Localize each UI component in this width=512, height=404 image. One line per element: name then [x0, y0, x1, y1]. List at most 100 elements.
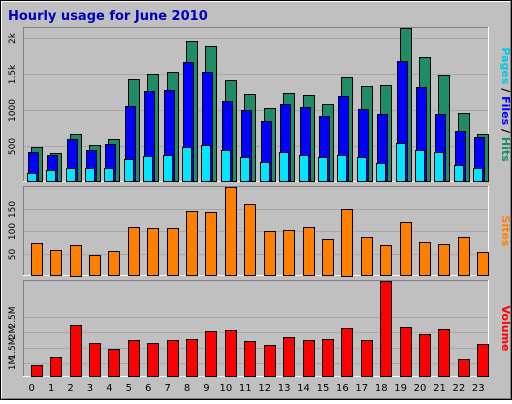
y-tick-label: 500	[8, 138, 18, 155]
bar-volume-8	[186, 339, 198, 377]
bar-pages-2	[66, 168, 76, 182]
bar-sites-2	[70, 245, 82, 277]
bar-sites-12	[264, 231, 276, 276]
x-tick-label: 14	[297, 383, 310, 394]
bar-sites-11	[244, 204, 256, 276]
bar-volume-3	[89, 343, 101, 377]
bar-pages-11	[240, 157, 250, 182]
bar-pages-10	[221, 150, 231, 182]
bar-sites-3	[89, 255, 101, 276]
bar-volume-1	[50, 357, 62, 377]
bar-pages-5	[124, 159, 134, 182]
y-axis-label-part: Hits	[499, 137, 512, 162]
y-tick-label: 150	[8, 201, 18, 218]
bar-volume-4	[108, 349, 120, 377]
bar-sites-4	[108, 251, 120, 276]
bar-pages-15	[318, 157, 328, 182]
bar-pages-16	[337, 155, 347, 182]
y-axis-label-volume: Volume	[499, 306, 512, 352]
bar-volume-16	[341, 328, 353, 377]
y-tick-label: 1000	[8, 99, 18, 122]
bar-volume-12	[264, 345, 276, 377]
x-tick-label: 6	[145, 383, 151, 394]
bar-sites-22	[458, 237, 470, 276]
x-tick-label: 4	[106, 383, 112, 394]
y-axis-label-part: /	[499, 84, 512, 96]
bar-sites-13	[283, 230, 295, 276]
x-tick-label: 8	[184, 383, 190, 394]
x-tick-label: 7	[164, 383, 170, 394]
bar-volume-7	[167, 340, 179, 377]
x-tick-label: 20	[414, 383, 427, 394]
bar-sites-1	[50, 250, 62, 276]
bar-sites-17	[361, 237, 373, 276]
bar-sites-18	[380, 245, 392, 276]
bar-volume-18	[380, 281, 392, 377]
bar-sites-5	[128, 227, 140, 276]
x-tick-label: 1	[48, 383, 54, 394]
bar-pages-0	[27, 173, 37, 182]
bar-volume-20	[419, 334, 431, 377]
bar-volume-9	[205, 331, 217, 377]
bar-volume-17	[361, 340, 373, 377]
bar-pages-7	[163, 155, 173, 182]
y-tick-label: 2M	[8, 326, 18, 340]
bar-pages-6	[143, 156, 153, 182]
x-tick-label: 18	[375, 383, 388, 394]
bar-sites-20	[419, 242, 431, 276]
x-tick-label: 19	[394, 383, 407, 394]
y-axis-label-hits-files-pages: Pages / Files / Hits	[499, 47, 512, 162]
x-tick-label: 17	[355, 383, 368, 394]
bar-pages-23	[473, 168, 483, 182]
y-axis-label-sites: Sites	[499, 216, 512, 247]
y-tick-label: 1.5M	[8, 337, 18, 359]
bar-sites-7	[167, 228, 179, 276]
bar-sites-23	[477, 252, 489, 276]
bar-pages-3	[85, 168, 95, 182]
y-axis-label-part: /	[499, 125, 512, 137]
bar-sites-0	[31, 243, 43, 276]
y-tick-label: 2.5M	[8, 306, 18, 328]
x-tick-label: 21	[433, 383, 446, 394]
x-tick-label: 22	[453, 383, 466, 394]
bar-pages-18	[376, 163, 386, 182]
bar-sites-9	[205, 212, 217, 276]
bar-pages-4	[104, 168, 114, 182]
bar-volume-5	[128, 340, 140, 377]
bar-pages-22	[454, 165, 464, 182]
y-tick-label: 50	[8, 249, 18, 261]
bar-sites-15	[322, 239, 334, 276]
bar-sites-19	[400, 222, 412, 276]
y-axis-label-part: Files	[499, 96, 512, 126]
bar-sites-6	[147, 228, 159, 276]
x-tick-label: 9	[203, 383, 209, 394]
x-tick-label: 3	[87, 383, 93, 394]
bar-volume-10	[225, 330, 237, 377]
bar-pages-9	[201, 145, 211, 182]
x-tick-label: 23	[472, 383, 485, 394]
bar-volume-15	[322, 339, 334, 377]
x-tick-label: 15	[317, 383, 330, 394]
bar-pages-21	[434, 152, 444, 182]
bar-volume-14	[303, 340, 315, 377]
x-tick-label: 2	[67, 383, 73, 394]
bar-pages-12	[260, 162, 270, 182]
bar-pages-17	[357, 157, 367, 182]
bar-volume-19	[400, 327, 412, 377]
y-axis-label-part: Pages	[499, 47, 512, 85]
x-tick-label: 16	[336, 383, 349, 394]
bar-volume-0	[31, 365, 43, 377]
bar-volume-11	[244, 341, 256, 377]
x-tick-label: 10	[220, 383, 233, 394]
bar-volume-21	[438, 329, 450, 377]
chart-title: Hourly usage for June 2010	[8, 9, 208, 24]
y-tick-label: 2k	[8, 32, 18, 44]
bar-volume-6	[147, 343, 159, 377]
bar-volume-13	[283, 337, 295, 377]
bar-pages-14	[299, 155, 309, 182]
x-tick-label: 13	[278, 383, 291, 394]
bar-volume-22	[458, 359, 470, 377]
